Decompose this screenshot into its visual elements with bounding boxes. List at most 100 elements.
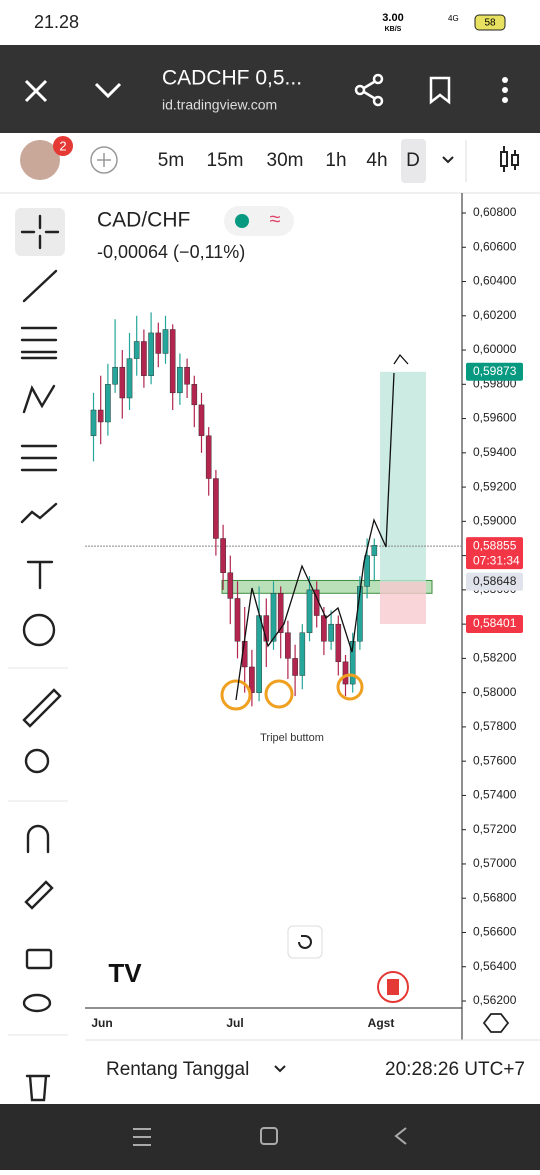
prediction-tool[interactable] [20, 502, 58, 524]
chart-type-button[interactable] [500, 146, 519, 172]
y-tick-label: 0,58000 [473, 685, 517, 699]
status-pill [224, 206, 294, 236]
reset-button[interactable] [287, 925, 323, 959]
candle-body [342, 661, 349, 685]
candle-body [112, 366, 118, 385]
crosshair-tool[interactable] [15, 208, 65, 256]
candle-body [184, 366, 190, 385]
x-tick-label: Jun [91, 1016, 112, 1030]
candle-body [126, 358, 133, 399]
interval-selected [401, 139, 426, 183]
candle-body [155, 332, 162, 354]
y-tick-label: 0,56200 [473, 993, 517, 1007]
nav-recent[interactable] [133, 1128, 151, 1146]
candle-body [335, 623, 342, 663]
notification-badge [53, 136, 73, 156]
candle-body [191, 384, 198, 406]
close-button[interactable] [24, 79, 48, 103]
y-tick-label: 0,59400 [473, 445, 517, 459]
avatar[interactable] [20, 140, 60, 180]
price-badge-label: 0,58648 [473, 574, 517, 588]
zoom-tool[interactable] [24, 748, 50, 774]
unlock-tool[interactable] [25, 948, 53, 970]
candle-body [328, 623, 334, 642]
emoji-tool[interactable] [22, 613, 56, 647]
status-speed-unit: KB/S [385, 26, 402, 33]
target-area [380, 371, 426, 582]
bookmark-button[interactable] [429, 76, 451, 105]
interval[interactable]: D [406, 150, 420, 171]
price-change: -0,00064 (−0,11%) [97, 242, 245, 262]
candle-body [162, 329, 169, 354]
battery-level: 58 [484, 18, 496, 29]
nav-home[interactable] [260, 1127, 278, 1145]
market-open-dot [235, 214, 249, 228]
flag-leaf [387, 979, 399, 995]
tv-logo: TV [108, 958, 142, 988]
price-countdown: 07:31:34 [473, 553, 520, 567]
y-tick-label: 0,56800 [473, 890, 517, 904]
price-badge [466, 537, 523, 570]
clock: 20:28:26 UTC+7 [385, 1059, 525, 1080]
y-tick-label: 0,60400 [473, 274, 517, 288]
y-tick-label: 0,60800 [473, 205, 517, 219]
y-tick-label: 0,57600 [473, 753, 517, 767]
y-tick-label: 0,57800 [473, 719, 517, 733]
notification-count: 2 [59, 138, 66, 153]
collapse-button[interactable] [94, 82, 122, 99]
lock-drawing-tool[interactable] [24, 880, 54, 910]
y-tick-label: 0,60000 [473, 342, 517, 356]
nav-back[interactable] [394, 1127, 407, 1145]
date-range[interactable]: Rentang Tanggal [106, 1059, 249, 1080]
interval-dropdown[interactable] [442, 156, 454, 164]
projection-line [235, 353, 409, 701]
magnet-tool[interactable] [26, 824, 50, 854]
delay-icon: ≈ [270, 208, 281, 230]
candle-body [220, 538, 226, 573]
candle-body [97, 409, 104, 423]
price-badge-label: 0,59873 [473, 364, 517, 378]
interval[interactable]: 30m [267, 150, 304, 171]
nav-bar [0, 1104, 540, 1170]
share-button[interactable] [354, 73, 384, 107]
interval[interactable]: 15m [207, 150, 244, 171]
text-tool[interactable] [26, 560, 54, 590]
y-tick-label: 0,56400 [473, 959, 517, 973]
candle-body [249, 666, 255, 693]
pattern-tool[interactable] [22, 384, 56, 414]
candle-body [299, 632, 306, 676]
candle-body [148, 332, 154, 376]
trendline-tool[interactable] [22, 269, 58, 303]
battery [474, 14, 506, 31]
candle-body [213, 478, 219, 539]
ruler-tool[interactable] [22, 688, 62, 728]
price-badge-label: 0,58401 [473, 616, 517, 630]
menu-button[interactable] [502, 77, 508, 103]
candle-body [270, 593, 277, 642]
y-tick-label: 0,57000 [473, 856, 517, 870]
forecast-tool[interactable] [20, 444, 58, 472]
candle-body [256, 615, 262, 693]
annotation: Tripel buttom [260, 732, 324, 744]
price-badge [466, 572, 523, 591]
interval[interactable]: 1h [325, 150, 346, 171]
candle-body [349, 641, 356, 685]
drawing-tools [8, 208, 68, 1102]
settings-button[interactable] [482, 1013, 510, 1033]
interval[interactable]: 4h [366, 150, 387, 171]
y-tick-label: 0,56600 [473, 925, 517, 939]
candle-body [277, 593, 284, 633]
fib-tool[interactable] [20, 326, 58, 360]
add-symbol[interactable] [90, 146, 118, 174]
y-tick-label: 0,60600 [473, 239, 517, 253]
delete-tool[interactable] [25, 1074, 51, 1102]
interval[interactable]: 5m [158, 150, 184, 171]
candle-body [177, 366, 183, 394]
visibility-tool[interactable] [22, 993, 52, 1013]
candle-body [285, 632, 291, 659]
date-range-dropdown [274, 1065, 286, 1073]
stop-area [380, 581, 426, 624]
status-time: 21.28 [34, 12, 79, 32]
x-tick-label: Agst [368, 1016, 395, 1030]
